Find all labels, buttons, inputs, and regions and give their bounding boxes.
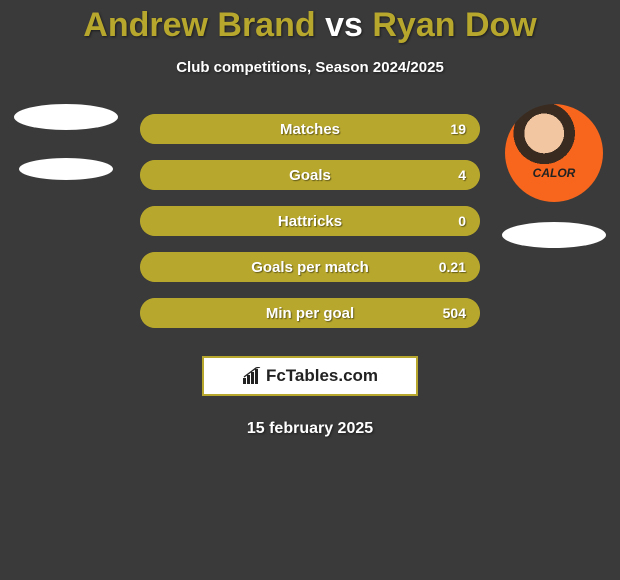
player2-avatar: CALOR — [505, 104, 603, 202]
stat-row-hattricks: Hattricks 0 — [140, 206, 480, 236]
stat-value-right: 0.21 — [439, 259, 466, 275]
site-logo[interactable]: FcTables.com — [202, 356, 418, 396]
stat-row-goals: Goals 4 — [140, 160, 480, 190]
stat-value-right: 19 — [450, 121, 466, 137]
stat-row-matches: Matches 19 — [140, 114, 480, 144]
stat-value-right: 0 — [458, 213, 466, 229]
chart-icon — [242, 367, 262, 385]
comparison-title: Andrew Brand vs Ryan Dow — [0, 0, 620, 45]
date-line: 15 february 2025 — [0, 420, 620, 438]
subtitle: Club competitions, Season 2024/2025 — [0, 59, 620, 76]
player2-column: CALOR — [494, 104, 614, 248]
player1-column — [6, 104, 126, 180]
stat-label: Goals — [289, 167, 331, 184]
player1-avatar-placeholder — [14, 104, 118, 130]
stat-label: Hattricks — [278, 213, 342, 230]
vs-text: vs — [325, 6, 363, 44]
player2-shirt-sponsor: CALOR — [505, 166, 603, 180]
comparison-content: CALOR Matches 19 Goals 4 Hattricks 0 Goa… — [0, 114, 620, 344]
player2-name: Ryan Dow — [372, 6, 536, 44]
stat-bars: Matches 19 Goals 4 Hattricks 0 Goals per… — [140, 114, 480, 344]
player1-name: Andrew Brand — [83, 6, 315, 44]
stat-value-right: 4 — [458, 167, 466, 183]
stat-label: Goals per match — [251, 259, 369, 276]
stat-row-min-per-goal: Min per goal 504 — [140, 298, 480, 328]
stat-value-right: 504 — [443, 305, 466, 321]
player2-club-placeholder — [502, 222, 606, 248]
stat-row-goals-per-match: Goals per match 0.21 — [140, 252, 480, 282]
player1-club-placeholder — [19, 158, 113, 180]
stat-label: Min per goal — [266, 305, 354, 322]
site-logo-text: FcTables.com — [266, 366, 378, 386]
stat-label: Matches — [280, 121, 340, 138]
